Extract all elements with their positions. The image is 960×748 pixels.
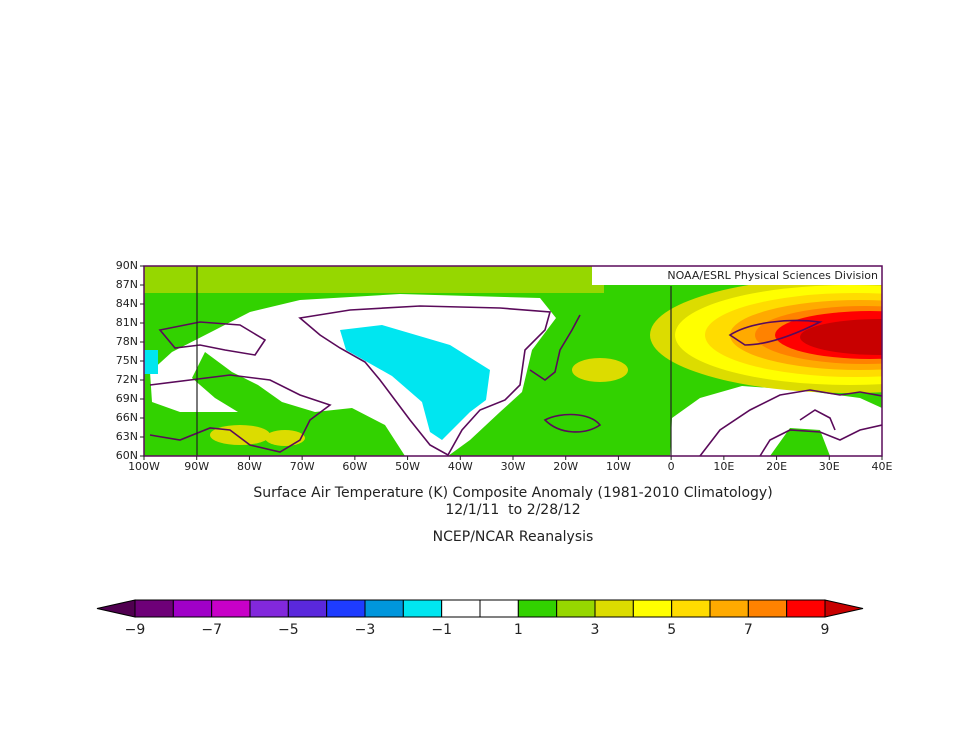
colorbar-box xyxy=(134,599,174,618)
colorbar-box xyxy=(326,599,366,618)
lat-label: 75N xyxy=(116,354,138,367)
colorbar-box xyxy=(517,599,558,618)
lon-label: 70W xyxy=(290,460,315,473)
colorbar-box xyxy=(479,599,519,618)
colorbar-label: 7 xyxy=(744,622,753,638)
lat-label: 60N xyxy=(116,449,138,462)
lon-label: 40W xyxy=(448,460,473,473)
credit-box xyxy=(592,266,882,285)
lat-label: 84N xyxy=(116,297,138,310)
lon-label: 30W xyxy=(501,460,526,473)
colorbar-box xyxy=(671,599,711,618)
lon-label: 10W xyxy=(606,460,631,473)
colorbar-box xyxy=(786,599,826,618)
colorbar-box xyxy=(249,599,289,618)
colorbar-box xyxy=(556,599,596,618)
lon-label: 60W xyxy=(342,460,367,473)
dates: 12/1/11 to 2/28/12 xyxy=(445,502,580,518)
coastlines xyxy=(149,305,882,456)
colorbar-label: −7 xyxy=(201,622,222,638)
field-patch xyxy=(265,430,305,446)
field-patch xyxy=(572,358,628,382)
lat-label: 63N xyxy=(116,430,138,443)
field-patch xyxy=(144,266,604,293)
lon-label: 10E xyxy=(713,460,734,473)
colorbar-box xyxy=(747,599,788,618)
colorbar-label: −1 xyxy=(431,622,452,638)
lon-label: 100W xyxy=(128,460,160,473)
field-patch xyxy=(144,350,158,374)
lon-label: 80W xyxy=(237,460,262,473)
lon-label: 30E xyxy=(819,460,840,473)
colorbar-label: −3 xyxy=(355,622,376,638)
colorbar-cap xyxy=(824,599,864,618)
colorbar-box xyxy=(287,599,328,618)
map xyxy=(144,266,882,456)
colorbar-box xyxy=(172,599,213,618)
colorbar-label: −9 xyxy=(125,622,146,638)
lat-label: 69N xyxy=(116,392,138,405)
field-patch xyxy=(670,386,882,456)
lat-label: 78N xyxy=(116,335,138,348)
colorbar-cap xyxy=(96,599,136,618)
lat-label: 72N xyxy=(116,373,138,386)
lon-label: 0 xyxy=(668,460,675,473)
lat-label: 90N xyxy=(116,259,138,272)
lat-label: 66N xyxy=(116,411,138,424)
colorbar-label: 1 xyxy=(514,622,523,638)
colorbar-box xyxy=(364,599,404,618)
colorbar-box xyxy=(402,599,443,618)
lon-label: 40E xyxy=(872,460,893,473)
lat-label: 87N xyxy=(116,278,138,291)
colorbar-label: 3 xyxy=(591,622,600,638)
colorbar-box xyxy=(441,599,481,618)
lon-label: 50W xyxy=(395,460,420,473)
lon-label: 90W xyxy=(184,460,209,473)
field-patch xyxy=(340,325,490,440)
colorbar-box xyxy=(211,599,251,618)
field-patch xyxy=(800,319,882,355)
lat-label: 81N xyxy=(116,316,138,329)
title: Surface Air Temperature (K) Composite An… xyxy=(253,485,772,501)
colorbar-box xyxy=(709,599,749,618)
colorbar-label: 9 xyxy=(821,622,830,638)
field-patch xyxy=(210,425,270,445)
source: NCEP/NCAR Reanalysis xyxy=(433,529,594,545)
colorbar-label: −5 xyxy=(278,622,299,638)
colorbar-box xyxy=(632,599,673,618)
lon-label: 20W xyxy=(553,460,578,473)
colorbar: −9 −7 −5 −3 −1 1 3 5 7 9 xyxy=(96,599,864,638)
colorbar-box xyxy=(594,599,634,618)
credit: NOAA/ESRL Physical Sciences Division xyxy=(667,269,878,282)
lon-label: 20E xyxy=(766,460,787,473)
colorbar-label: 5 xyxy=(667,622,676,638)
